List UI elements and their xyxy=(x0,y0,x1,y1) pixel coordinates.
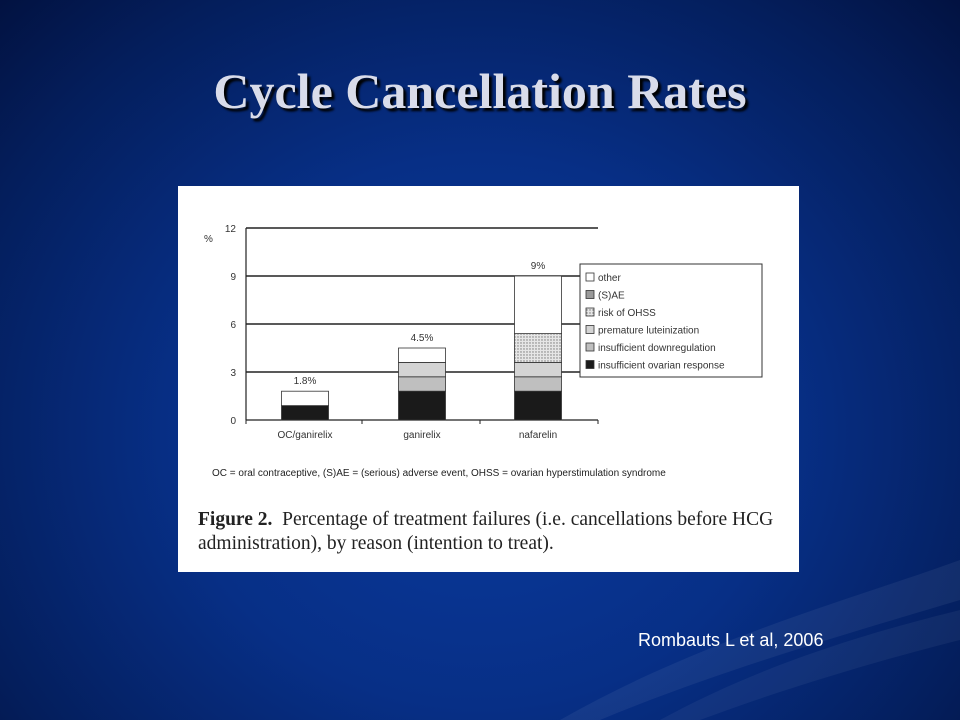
legend-swatch xyxy=(585,360,595,369)
legend-label: risk of OHSS xyxy=(598,308,656,319)
x-tick-label: OC/ganirelix xyxy=(277,430,332,441)
y-tick-label: 0 xyxy=(230,416,236,427)
legend-box xyxy=(579,263,763,378)
bar-segment xyxy=(281,405,329,421)
bar-segment xyxy=(514,376,562,392)
citation: Rombauts L et al, 2006 xyxy=(638,630,824,650)
figure-caption: Figure 2. Percentage of treatment failur… xyxy=(198,508,788,556)
bar-total-label: 4.5% xyxy=(411,333,434,344)
legend-swatch xyxy=(585,325,595,334)
bar-segment xyxy=(398,390,446,421)
bar-segment xyxy=(398,347,446,363)
legend-swatch xyxy=(585,290,595,299)
slide-title: Cycle Cancellation Rates xyxy=(213,63,747,119)
legend-label: (S)AE xyxy=(598,291,625,302)
figure-caption-text: Percentage of treatment failures (i.e. c… xyxy=(198,509,774,554)
bar-segment xyxy=(514,390,562,421)
legend-swatch xyxy=(585,272,595,282)
y-tick-label: 6 xyxy=(230,320,236,331)
legend-label: insufficient downregulation xyxy=(598,343,716,354)
bar-segment xyxy=(398,376,446,392)
legend-label: premature luteinization xyxy=(598,326,699,337)
bar-segment xyxy=(398,361,446,378)
bar-segment xyxy=(281,390,329,406)
legend-swatch xyxy=(585,307,595,317)
y-tick-label: 3 xyxy=(230,368,236,379)
bar-segment xyxy=(514,333,562,363)
y-tick-label: 9 xyxy=(230,272,236,283)
figure-panel: 0 3 6 9 12% 1.8% OC/ganirelix 4.5% ganirelix 9% na… xyxy=(178,186,799,572)
bar-segment xyxy=(514,361,562,378)
stacked-bar-chart: 0 3 6 9 12% 1.8% OC/ganirelix 4.5% ganirelix 9% na… xyxy=(204,224,763,441)
y-tick-label: 12 xyxy=(225,224,237,235)
x-tick-label: ganirelix xyxy=(403,430,440,441)
figure-caption-prefix: Figure 2. xyxy=(198,509,273,530)
bar-total-label: 1.8% xyxy=(294,376,317,387)
legend-swatch xyxy=(585,342,595,352)
figure-footnote: OC = oral contraceptive, (S)AE = (seriou… xyxy=(212,468,666,479)
bar-segment xyxy=(514,275,562,334)
x-tick-label: nafarelin xyxy=(519,430,557,441)
y-axis-label: % xyxy=(204,234,213,245)
legend-label: other xyxy=(598,273,621,284)
bar-total-label: 9% xyxy=(531,261,546,272)
legend-label: insufficient ovarian response xyxy=(598,361,725,372)
